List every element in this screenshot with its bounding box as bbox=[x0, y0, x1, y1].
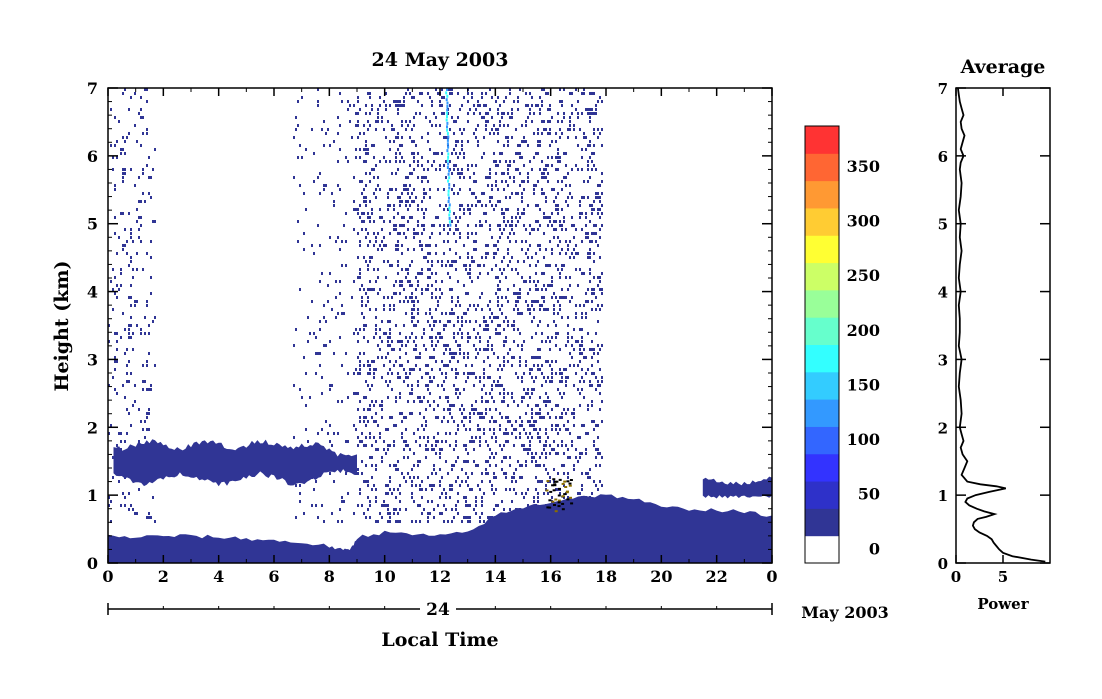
boundary-layer bbox=[108, 494, 772, 563]
profile-series-line bbox=[957, 87, 1046, 563]
y-tick-label: 0 bbox=[87, 554, 98, 573]
colorbar-label: 100 bbox=[847, 430, 880, 449]
heatmap-chart: 24 May 2003 0 2 4 6 8 10 12 14 16 18 20 22 0 0123456… bbox=[51, 49, 889, 651]
heatmap-y-axis: 0 1 2 3 4 5 6 7 bbox=[87, 79, 772, 573]
x-tick-label: 12 bbox=[429, 567, 451, 586]
x-tick-label: 14 bbox=[484, 567, 506, 586]
heatmap-x-axis: 0 2 4 6 8 10 12 14 16 18 20 22 0 bbox=[102, 88, 778, 609]
cloud-patch bbox=[545, 478, 574, 513]
colorbar-swatch-1 bbox=[805, 508, 839, 537]
colorbar-swatch-11 bbox=[805, 235, 839, 264]
heatmap-frame bbox=[107, 87, 773, 564]
y-tick-label: 7 bbox=[87, 79, 98, 98]
high-backscatter-filament bbox=[445, 88, 452, 227]
colorbar-swatch-0 bbox=[805, 535, 839, 564]
colorbar-label: 150 bbox=[847, 376, 880, 395]
colorbar-swatch-10 bbox=[805, 262, 839, 291]
heatmap-title: 24 May 2003 bbox=[372, 49, 509, 71]
colorbar-swatch-14 bbox=[805, 153, 839, 182]
colorbar-label: 50 bbox=[858, 485, 880, 504]
colorbar-swatch-5 bbox=[805, 399, 839, 427]
colorbar-swatch-13 bbox=[805, 180, 839, 209]
colorbar-swatch-3 bbox=[805, 453, 839, 482]
elevated-aerosol-layer bbox=[113, 439, 357, 487]
profile-y-tick-label: 4 bbox=[938, 284, 948, 302]
upper-aerosol-layer bbox=[702, 476, 772, 499]
date-axis: 24 May 2003 bbox=[107, 600, 889, 622]
profile-x-tick-label: 0 bbox=[951, 568, 961, 586]
x-tick-label: 6 bbox=[268, 567, 279, 586]
colorbar-swatch-12 bbox=[805, 207, 839, 236]
x-tick-label: 22 bbox=[706, 567, 728, 586]
x-tick-label: 20 bbox=[650, 567, 672, 586]
x-tick-label: 16 bbox=[540, 567, 562, 586]
y-tick-label: 3 bbox=[87, 350, 98, 369]
noise-region-2 bbox=[357, 88, 603, 523]
heatmap-x-label: Local Time bbox=[381, 629, 498, 651]
profile-y-tick-label: 1 bbox=[938, 487, 948, 505]
average-profile-chart: Average 0 1 2 3 4 5 6 7 0 5 Power bbox=[938, 56, 1051, 613]
date-axis-month-label: May 2003 bbox=[801, 603, 888, 622]
heatmap-plot-area bbox=[108, 88, 772, 563]
profile-x-tick-label: 5 bbox=[998, 568, 1008, 586]
profile-y-tick-label: 7 bbox=[938, 80, 948, 98]
heatmap-y-label: Height (km) bbox=[51, 261, 73, 392]
profile-y-tick-label: 2 bbox=[938, 419, 948, 437]
y-tick-label: 2 bbox=[87, 418, 98, 437]
date-axis-day-label: 24 bbox=[426, 600, 450, 620]
x-tick-label: 2 bbox=[158, 567, 169, 586]
colorbar-frame bbox=[804, 125, 840, 564]
y-tick-label: 4 bbox=[87, 283, 98, 302]
x-tick-label: 8 bbox=[324, 567, 335, 586]
colorbar-label: 200 bbox=[847, 321, 880, 340]
colorbar-label: 250 bbox=[847, 266, 880, 285]
colorbar-swatch-15 bbox=[805, 126, 839, 154]
date-axis-label-bg bbox=[420, 600, 456, 618]
colorbar-swatch-4 bbox=[805, 426, 839, 455]
colorbar: 0 50 100 150 200 250 300 350 bbox=[804, 125, 880, 564]
x-tick-label: 18 bbox=[595, 567, 617, 586]
colorbar-swatch-6 bbox=[805, 371, 839, 400]
x-tick-label: 0 bbox=[102, 567, 113, 586]
y-tick-label: 1 bbox=[87, 486, 98, 505]
profile-x-label: Power bbox=[977, 595, 1029, 613]
y-tick-label: 5 bbox=[87, 215, 98, 234]
colorbar-label: 300 bbox=[847, 212, 880, 231]
profile-y-tick-label: 0 bbox=[938, 555, 948, 573]
x-tick-label: 4 bbox=[213, 567, 224, 586]
profile-frame bbox=[955, 87, 1051, 564]
x-tick-label: 0 bbox=[766, 567, 777, 586]
y-tick-label: 6 bbox=[87, 147, 98, 166]
colorbar-label: 350 bbox=[847, 157, 880, 176]
colorbar-swatch-8 bbox=[805, 317, 839, 345]
profile-y-tick-label: 3 bbox=[938, 351, 948, 369]
colorbar-swatch-7 bbox=[805, 344, 839, 373]
colorbar-swatch-2 bbox=[805, 481, 839, 509]
profile-y-tick-label: 5 bbox=[938, 216, 948, 234]
x-tick-label: 10 bbox=[374, 567, 396, 586]
colorbar-label: 0 bbox=[869, 539, 880, 558]
profile-y-tick-label: 6 bbox=[938, 148, 948, 166]
profile-title: Average bbox=[960, 56, 1046, 78]
colorbar-swatch-9 bbox=[805, 289, 839, 318]
